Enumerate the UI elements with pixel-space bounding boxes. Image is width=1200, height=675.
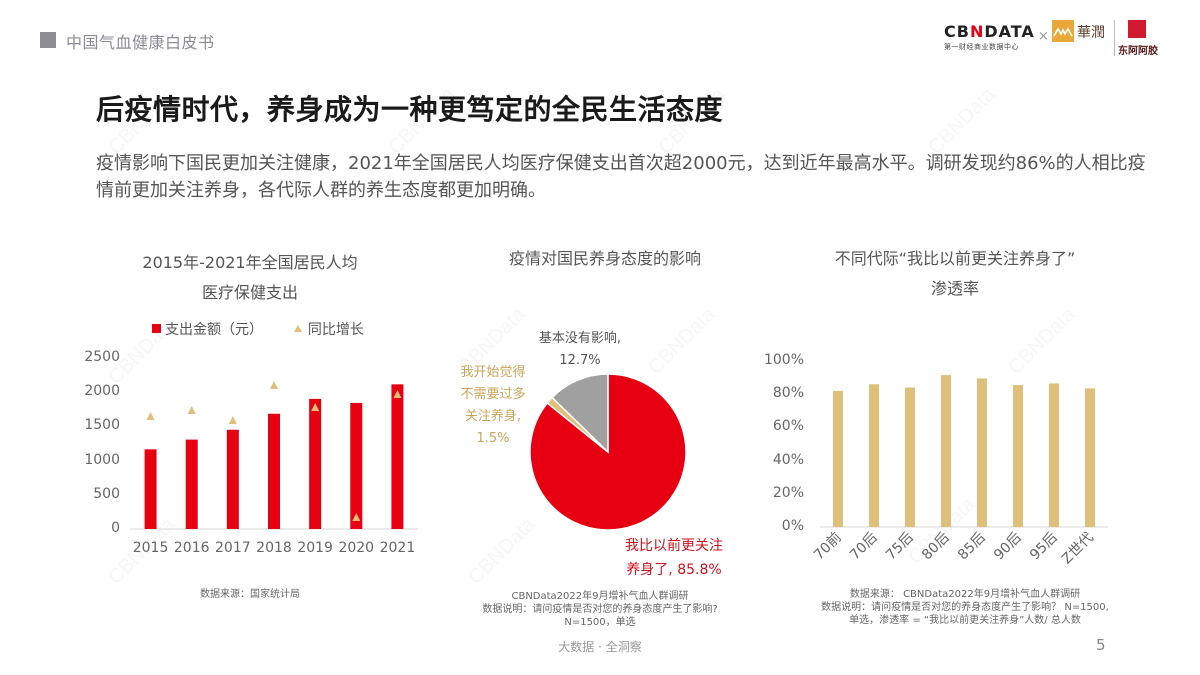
pie-label-less-focus-l1: 我开始觉得 xyxy=(460,365,526,380)
chart2-title: 疫情对国民养身态度的影响 xyxy=(508,249,701,268)
growth-triangle-icon xyxy=(146,412,155,420)
x-tick-label: 70前 xyxy=(810,529,845,564)
pie-label-less-focus-l3: 关注养身, xyxy=(464,409,522,424)
y-tick-label: 40% xyxy=(772,451,804,468)
y-tick-label: 1000 xyxy=(84,451,120,468)
dongeejiao-seal-icon xyxy=(1128,20,1146,38)
huarun-logo-text: 華潤 xyxy=(1077,25,1105,41)
growth-triangle-icon xyxy=(228,416,237,424)
pie-label-less-focus: 我开始觉得 不需要过多 关注养身, 1.5% xyxy=(448,362,538,450)
chart1-legend: 支出金额（元） 同比增长 xyxy=(152,319,364,339)
y-tick-label: 80% xyxy=(772,385,804,402)
document-title: 中国气血健康白皮书 xyxy=(66,33,215,52)
chart1-title-line1: 2015年-2021年全国居民人均 xyxy=(142,253,358,272)
x-tick-label: 80后 xyxy=(919,530,953,564)
pie-label-less-focus-l2: 不需要过多 xyxy=(460,387,526,402)
y-tick-label: 0 xyxy=(111,520,120,536)
dongeejiao-logo-text: 东阿阿胶 xyxy=(1118,46,1158,57)
legend-red-square-icon xyxy=(152,324,161,333)
y-tick-label: 0% xyxy=(781,518,804,534)
y-tick-label: 1500 xyxy=(84,417,120,434)
pie-label-more-focus: 我比以前更关注 养身了, 85.8% xyxy=(614,534,734,582)
x-tick-label: 2019 xyxy=(297,540,333,556)
bar-85后 xyxy=(977,378,987,527)
cbndata-logo-subtitle: 第一财经商业数据中心 xyxy=(944,43,1019,51)
huarun-logo-icon xyxy=(1052,20,1074,42)
bar-2015 xyxy=(144,449,157,529)
cbndata-logo: CBNDATA xyxy=(944,22,1035,41)
chart3-note-question: 数据说明：请问疫情是否对您的养身态度产生了影响？ N=1500, xyxy=(821,602,1109,613)
bar-2019 xyxy=(309,398,322,529)
growth-triangle-icon xyxy=(311,403,320,411)
bar-75后 xyxy=(905,387,915,527)
y-tick-label: 100% xyxy=(763,352,804,368)
chart2-note-question: 数据说明：请问疫情是否对您的养身态度产生了影响? xyxy=(482,604,718,615)
bar-2017 xyxy=(226,429,239,529)
bar-2018 xyxy=(268,413,280,529)
x-tick-label: 2020 xyxy=(338,540,375,556)
pie-label-more-focus-l1: 我比以前更关注 xyxy=(625,538,723,554)
y-tick-label: 2500 xyxy=(84,349,120,365)
chart2-notes: CBNData2022年9月增补气血人群调研 数据说明：请问疫情是否对您的养身态… xyxy=(440,590,760,629)
legend-triangle-icon xyxy=(293,325,302,332)
x-tick-label: 90后 xyxy=(991,530,1025,564)
growth-triangle-icon xyxy=(187,406,196,414)
bar-2016 xyxy=(185,439,198,529)
growth-triangle-icon xyxy=(393,390,402,398)
footer-tagline: 大数据 · 全洞察 xyxy=(558,640,642,654)
pie-label-more-focus-value: 养身了, 85.8% xyxy=(626,562,722,578)
chart3-note-source: 数据来源： CBNData2022年9月增补气血人群调研 xyxy=(849,589,1081,600)
pie-label-no-effect: 基本没有影响, 12.7% xyxy=(520,328,640,372)
legend-label-spending: 支出金额（元） xyxy=(165,322,263,338)
pie-label-less-focus-value: 1.5% xyxy=(476,431,510,446)
chart3-title-line1: 不同代际“我比以前更关注养身了” xyxy=(834,249,1076,268)
chart3-note-definition: 单选，渗透率 = “我比以前更关注养身”人数/ 总人数 xyxy=(849,615,1081,626)
bar-70前 xyxy=(833,390,843,527)
page-title: 后疫情时代，养身成为一种更笃定的全民生活态度 xyxy=(96,93,724,126)
growth-triangle-icon xyxy=(270,381,278,389)
bar-70后 xyxy=(869,384,879,527)
chart1-source: 数据来源：国家统计局 xyxy=(200,589,300,600)
x-tick-label: 2018 xyxy=(256,540,292,556)
legend-label-growth: 同比增长 xyxy=(307,322,364,338)
pie-label-no-effect-value: 12.7% xyxy=(559,353,601,368)
header-square-icon xyxy=(40,32,56,48)
chart3-notes: 数据来源： CBNData2022年9月增补气血人群调研 数据说明：请问疫情是否… xyxy=(780,588,1150,627)
x-tick-label: 2015 xyxy=(132,540,169,556)
chart2-note-source: CBNData2022年9月增补气血人群调研 xyxy=(511,591,689,602)
chart3-title: 不同代际“我比以前更关注养身了” 渗透率 xyxy=(770,244,1140,304)
bar-Z世代 xyxy=(1085,388,1095,527)
bar-2020 xyxy=(350,402,363,529)
bar-2021 xyxy=(391,384,404,529)
chart1-title: 2015年-2021年全国居民人均 医疗保健支出 xyxy=(70,248,430,308)
pie-label-no-effect-text: 基本没有影响, xyxy=(538,331,622,346)
chart2-note-sample: N=1500，单选 xyxy=(564,617,636,628)
y-tick-label: 2000 xyxy=(84,383,120,400)
page-description: 疫情影响下国民更加关注健康，2021年全国居民人均医疗保健支出首次超2000元，… xyxy=(96,153,1146,201)
y-tick-label: 500 xyxy=(93,485,120,502)
bar-95后 xyxy=(1049,383,1059,527)
x-tick-label: 70后 xyxy=(847,530,881,564)
logo-divider xyxy=(1114,20,1115,56)
x-tick-label: 85后 xyxy=(955,530,989,564)
x-tick-label: 2021 xyxy=(379,540,416,556)
growth-triangle-icon xyxy=(352,513,361,521)
x-tick-label: Z世代 xyxy=(1059,530,1097,568)
pie-slice xyxy=(551,373,609,454)
page-number: 5 xyxy=(1096,636,1106,654)
x-tick-label: 75后 xyxy=(883,530,917,564)
bar-90后 xyxy=(1013,385,1023,527)
chart1-title-line2: 医疗保健支出 xyxy=(201,283,298,302)
times-sign: × xyxy=(1038,29,1049,44)
y-tick-label: 20% xyxy=(772,484,804,501)
x-tick-label: 2017 xyxy=(215,540,251,556)
y-tick-label: 60% xyxy=(772,418,804,435)
x-tick-label: 95后 xyxy=(1027,530,1061,564)
chart3-title-line2: 渗透率 xyxy=(930,279,979,298)
x-tick-label: 2016 xyxy=(173,540,210,556)
bar-80后 xyxy=(941,375,951,527)
